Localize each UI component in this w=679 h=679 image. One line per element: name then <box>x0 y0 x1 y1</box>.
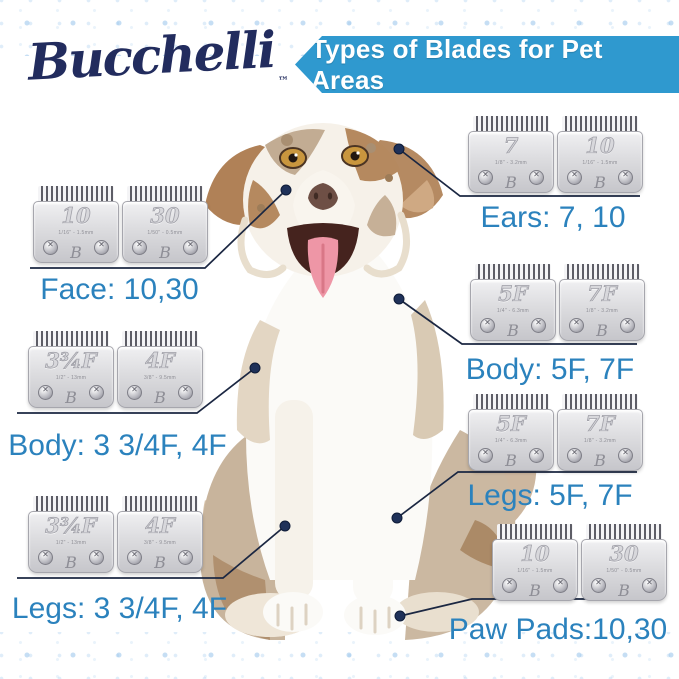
screw-icon <box>127 550 142 565</box>
screw-icon <box>591 578 606 593</box>
blade-paw-10: 10 1/16" - 1.5mm B <box>492 524 578 601</box>
blade-brand-mark: B <box>594 173 606 192</box>
blade-brand-mark: B <box>618 581 630 600</box>
callout-label-body-left: Body: 3 3/4F, 4F <box>8 429 227 462</box>
screw-icon <box>89 550 104 565</box>
blade-ears-10: 10 1/16" - 1.5mm B <box>557 116 643 193</box>
blade-teeth <box>564 264 640 281</box>
blade-body-5f: 5F 1/4" - 6.3mm B <box>470 264 556 341</box>
screw-icon <box>183 240 198 255</box>
blade-teeth <box>586 524 662 541</box>
blade-body-7f: 7F 1/8" - 3.2mm B <box>559 264 645 341</box>
screw-icon <box>553 578 568 593</box>
screw-icon <box>567 170 582 185</box>
blade-teeth <box>38 186 114 203</box>
blade-body-4f: 4F 3/8" - 9.5mm B <box>117 331 203 408</box>
screw-icon <box>480 318 495 333</box>
blade-body-334f: 3¾F 1/2" - 13mm B <box>28 331 114 408</box>
screw-icon <box>178 550 193 565</box>
screw-icon <box>567 448 582 463</box>
screw-icon <box>529 170 544 185</box>
screw-icon <box>127 385 142 400</box>
screw-icon <box>478 170 493 185</box>
blade-face-10: 10 1/16" - 1.5mm B <box>33 186 119 263</box>
brand-name: Bucchelli <box>26 19 276 92</box>
blade-teeth <box>473 116 549 133</box>
blade-teeth <box>497 524 573 541</box>
blade-brand-mark: B <box>594 451 606 470</box>
callout-label-face: Face: 10,30 <box>40 273 199 306</box>
blade-legs-7f: 7F 1/8" - 3.2mm B <box>557 394 643 471</box>
callout-label-paw-pads: Paw Pads:10,30 <box>448 613 668 646</box>
blade-teeth <box>33 331 109 348</box>
screw-icon <box>38 385 53 400</box>
screw-icon <box>529 448 544 463</box>
callout-label-body-right: Body: 5F, 7F <box>465 353 635 386</box>
trademark-symbol: ™ <box>277 74 290 88</box>
screw-icon <box>569 318 584 333</box>
screw-icon <box>620 318 635 333</box>
screw-icon <box>178 385 193 400</box>
screw-icon <box>531 318 546 333</box>
blade-teeth <box>562 394 638 411</box>
screw-icon <box>89 385 104 400</box>
screw-icon <box>38 550 53 565</box>
blade-teeth <box>122 331 198 348</box>
screw-icon <box>132 240 147 255</box>
blade-paw-30: 30 1/50" - 0.5mm B <box>581 524 667 601</box>
blade-teeth <box>473 394 549 411</box>
callout-label-legs-right: Legs: 5F, 7F <box>467 479 633 512</box>
brand-logo: Bucchelli ™ <box>26 19 289 100</box>
blade-brand-mark: B <box>65 553 77 572</box>
screw-icon <box>43 240 58 255</box>
blade-face-30: 30 1/50" - 0.5mm B <box>122 186 208 263</box>
blade-brand-mark: B <box>159 243 171 262</box>
screw-icon <box>618 170 633 185</box>
blade-legs-5f: 5F 1/4" - 6.3mm B <box>468 394 554 471</box>
blade-teeth <box>33 496 109 513</box>
blade-brand-mark: B <box>65 388 77 407</box>
screw-icon <box>502 578 517 593</box>
screw-icon <box>642 578 657 593</box>
blade-brand-mark: B <box>154 553 166 572</box>
blade-teeth <box>562 116 638 133</box>
blade-brand-mark: B <box>70 243 82 262</box>
screw-icon <box>478 448 493 463</box>
screw-icon <box>618 448 633 463</box>
blade-brand-mark: B <box>505 451 517 470</box>
dog-photo <box>199 123 537 640</box>
blade-teeth <box>475 264 551 281</box>
title-banner: Types of Blades for Pet Areas <box>295 36 679 93</box>
banner-title: Types of Blades for Pet Areas <box>311 33 603 95</box>
blade-brand-mark: B <box>596 321 608 340</box>
blade-brand-mark: B <box>154 388 166 407</box>
blade-ears-7: 7 1/8" - 3.2mm B <box>468 116 554 193</box>
blade-legs-334f: 3¾F 1/2" - 13mm B <box>28 496 114 573</box>
screw-icon <box>94 240 109 255</box>
blade-legs-4f: 4F 3/8" - 9.5mm B <box>117 496 203 573</box>
blade-brand-mark: B <box>507 321 519 340</box>
blade-teeth <box>127 186 203 203</box>
blade-brand-mark: B <box>529 581 541 600</box>
blade-brand-mark: B <box>505 173 517 192</box>
callout-label-legs-left: Legs: 3 3/4F, 4F <box>11 592 228 625</box>
blade-teeth <box>122 496 198 513</box>
callout-label-ears: Ears: 7, 10 <box>480 201 626 234</box>
